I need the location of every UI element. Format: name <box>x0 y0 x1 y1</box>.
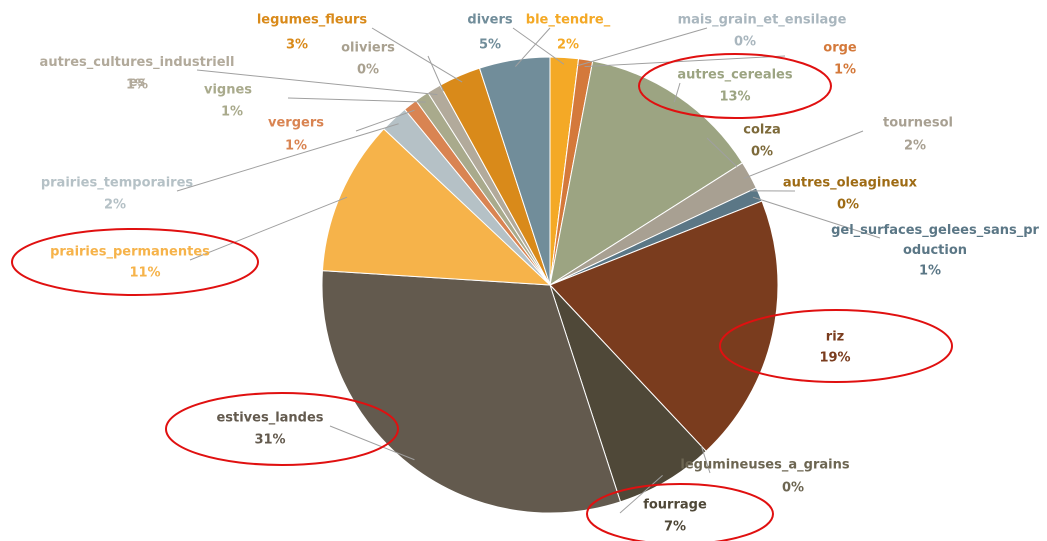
pie-slice <box>478 56 551 286</box>
data-label-name: divers <box>467 13 512 28</box>
data-label-name: legumineuses_a_grains <box>680 458 849 473</box>
leader-line <box>512 27 565 65</box>
data-label-value: 19% <box>819 351 850 366</box>
data-label-value: 31% <box>254 433 285 448</box>
data-label-name: riz <box>826 330 844 345</box>
data-label-value: 0% <box>734 35 756 50</box>
data-label-name: vergers <box>268 116 324 131</box>
leader-line <box>371 27 463 83</box>
data-label-name: vignes <box>204 83 252 98</box>
leader-line <box>355 109 415 132</box>
data-label-value: 0% <box>782 481 804 496</box>
leader-line <box>189 196 348 261</box>
pie <box>321 56 779 514</box>
data-label-name: colza <box>743 123 780 138</box>
data-label-name: autres_cereales <box>677 68 793 83</box>
data-label-name: autres_cultures_industriell es <box>40 55 235 90</box>
data-label-value: 1% <box>221 105 243 120</box>
data-label-value: 2% <box>904 139 926 154</box>
data-label-name: estives_landes <box>216 411 323 426</box>
pie-slice <box>549 60 744 287</box>
annotations <box>11 53 953 541</box>
leader-line <box>176 123 399 192</box>
data-label-name: autres_oleagineux <box>783 176 918 191</box>
data-label-value: 13% <box>719 90 750 105</box>
leader-line <box>515 27 551 67</box>
highlight-ellipse <box>719 309 953 383</box>
data-label-name: orge <box>823 41 857 56</box>
pie-slice <box>321 128 552 286</box>
data-label-value: 2% <box>557 38 579 53</box>
leader-lines <box>176 27 881 514</box>
leader-line <box>706 137 738 167</box>
highlight-ellipse <box>586 483 774 541</box>
leader-line <box>329 425 415 461</box>
data-label-name: ble_tendre_ <box>526 13 611 28</box>
leader-line <box>700 446 711 474</box>
highlight-ellipse <box>11 228 259 296</box>
data-label-value: 1% <box>126 78 148 93</box>
data-label-name: fourrage <box>643 498 707 513</box>
data-label-value: 11% <box>129 266 160 281</box>
data-label-name: prairies_temporaires <box>41 176 194 191</box>
highlight-ellipse <box>638 53 832 119</box>
leader-line <box>287 97 426 103</box>
leader-line <box>752 196 881 239</box>
labels: ble_tendre_ 2% mais_grain_et_ensilage 0% org… <box>40 13 1040 535</box>
data-label-value: 0% <box>837 198 859 213</box>
leader-line <box>584 55 786 68</box>
data-label-value: 3% <box>286 38 308 53</box>
data-label-value: 1% <box>919 264 941 279</box>
data-label-value: 0% <box>751 145 773 160</box>
data-label-value: 2% <box>104 198 126 213</box>
data-label-name: gel_surfaces_gelees_sans_pr oduction <box>831 223 1039 258</box>
leader-line <box>673 82 681 103</box>
leader-line <box>577 27 708 67</box>
leader-line <box>427 55 444 92</box>
data-label-name: legumes_fleurs <box>257 13 368 28</box>
data-label-name: tournesol <box>883 116 953 131</box>
leader-line <box>619 474 663 514</box>
pie-slice <box>549 200 779 452</box>
highlight-ellipse <box>165 392 399 466</box>
data-label-name: mais_grain_et_ensilage <box>678 13 847 28</box>
leader-line <box>743 130 864 179</box>
leader-line <box>196 69 438 96</box>
data-label-name: oliviers <box>341 41 395 56</box>
data-label-value: 7% <box>664 520 686 535</box>
data-label-value: 5% <box>479 38 501 53</box>
data-label-name: prairies_permanentes <box>50 245 210 260</box>
data-label-value: 0% <box>357 63 379 78</box>
data-label-value: 1% <box>834 63 856 78</box>
data-label-value: 1% <box>285 139 307 154</box>
